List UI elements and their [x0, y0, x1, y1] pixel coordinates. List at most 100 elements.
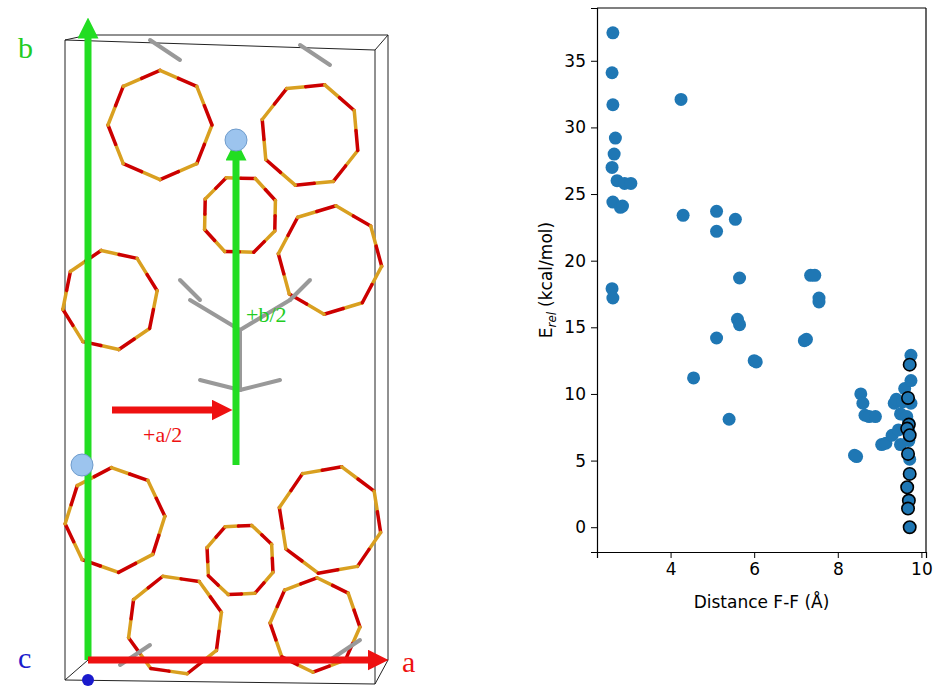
- tick: 4: [666, 552, 677, 579]
- axis-letter: c: [18, 641, 31, 674]
- bond-si: [203, 214, 207, 229]
- bond-si: [283, 528, 286, 549]
- bond-si: [279, 491, 291, 508]
- bond-c: [240, 300, 290, 330]
- bond-si: [199, 581, 210, 596]
- bond-o: [148, 576, 163, 588]
- framework: [63, 70, 382, 673]
- bond-si: [354, 111, 356, 131]
- vector-c: [82, 674, 94, 686]
- bond-o: [362, 285, 372, 303]
- bond-si: [111, 468, 129, 474]
- bond-o: [301, 578, 317, 584]
- point: [606, 98, 619, 111]
- bond-c: [150, 40, 180, 60]
- bond-si: [314, 181, 333, 183]
- bond-o: [119, 563, 136, 572]
- tick: 35: [564, 51, 597, 71]
- bond-o: [279, 508, 282, 529]
- bond-o: [150, 310, 154, 329]
- bond-o: [204, 106, 212, 125]
- bond-o: [274, 89, 286, 104]
- bond-o: [181, 579, 199, 582]
- cell-edge: [65, 40, 66, 680]
- point: [904, 374, 917, 387]
- cell-edge: [375, 660, 388, 684]
- vector-a: [88, 657, 378, 664]
- point: [723, 413, 736, 426]
- point: [902, 448, 914, 460]
- bond-o: [353, 216, 370, 226]
- point: [710, 331, 723, 344]
- bond-si: [65, 505, 71, 524]
- bond-si: [302, 561, 318, 573]
- y-axis: 05101520253035: [564, 9, 597, 553]
- cell-edge: [88, 660, 388, 661]
- bond-o: [216, 631, 218, 650]
- tick: 5: [575, 451, 597, 471]
- bond-si: [219, 612, 221, 631]
- bond-o: [71, 486, 77, 505]
- bond-o: [333, 166, 345, 181]
- x-axis-title: Distance F-F (Å): [694, 591, 830, 612]
- tick-mark: [591, 461, 597, 462]
- tick-label: 25: [564, 184, 586, 204]
- tick: 20: [564, 251, 597, 271]
- bond-c: [300, 45, 330, 65]
- bond-o: [265, 190, 275, 201]
- bond-si: [287, 87, 306, 89]
- bond-o: [376, 246, 381, 266]
- bond-si: [142, 172, 160, 180]
- bond-si: [169, 671, 187, 674]
- bond-o: [324, 309, 343, 315]
- bond-o: [273, 216, 277, 231]
- bond-o: [205, 548, 209, 562]
- axis-line: [591, 9, 598, 553]
- organic-cation: [120, 40, 360, 665]
- bond-o: [354, 610, 360, 627]
- bond-o: [216, 527, 225, 537]
- bond-si: [297, 665, 313, 673]
- point: [856, 397, 869, 410]
- bond-o: [313, 666, 329, 672]
- bond-o: [286, 549, 302, 561]
- bond-si: [218, 585, 228, 594]
- point: [902, 502, 914, 514]
- bond-si: [280, 172, 295, 185]
- tick: 15: [564, 317, 597, 337]
- point: [808, 269, 821, 282]
- bond-o: [131, 600, 133, 619]
- point: [710, 225, 723, 238]
- bond-o: [340, 98, 355, 111]
- bond-o: [271, 558, 275, 572]
- bond-o: [277, 590, 284, 606]
- bond-si: [123, 78, 141, 86]
- point: [850, 450, 863, 463]
- bond-si: [73, 325, 83, 341]
- x-axis: 46810: [598, 552, 933, 579]
- scatter-chart: 4681005101520253035Distance F-F (Å)Erel(…: [536, 8, 932, 612]
- bond-si: [197, 86, 205, 105]
- bond-si: [101, 346, 119, 350]
- bond-si: [298, 211, 317, 217]
- tick: 6: [749, 552, 760, 579]
- tick-label: 35: [564, 51, 586, 71]
- bond-o: [317, 206, 336, 212]
- bond-si: [63, 290, 67, 309]
- bond-si: [116, 144, 124, 163]
- point: [903, 358, 915, 370]
- bond-si: [372, 266, 382, 284]
- bond-o: [254, 242, 265, 253]
- bond-si: [264, 139, 266, 159]
- bond-si: [163, 576, 181, 579]
- tick: 8: [833, 552, 844, 579]
- points: [606, 26, 918, 533]
- translation-label: +a/2: [143, 422, 182, 447]
- tick-mark: [838, 552, 839, 558]
- point: [608, 148, 621, 161]
- point: [609, 132, 622, 145]
- bond-si: [285, 584, 301, 590]
- tick-label: 20: [564, 251, 586, 271]
- tick-mark: [591, 527, 597, 528]
- tick-label: 5: [575, 451, 586, 471]
